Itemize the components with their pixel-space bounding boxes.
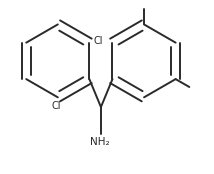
Text: Cl: Cl	[93, 36, 103, 46]
Text: Cl: Cl	[52, 101, 61, 111]
Text: NH₂: NH₂	[90, 137, 110, 147]
